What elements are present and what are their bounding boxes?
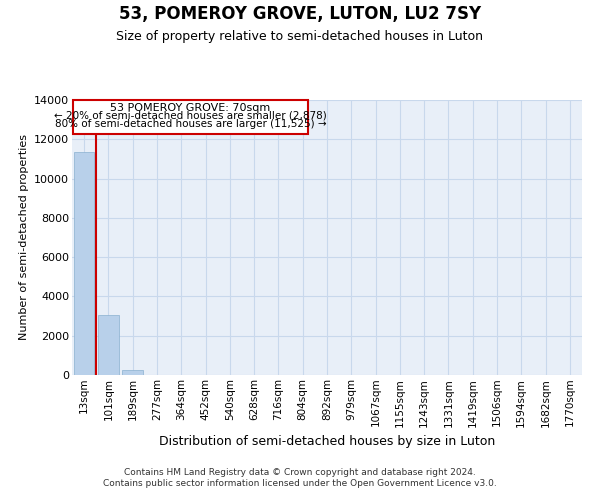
Text: Size of property relative to semi-detached houses in Luton: Size of property relative to semi-detach… [116, 30, 484, 43]
Y-axis label: Number of semi-detached properties: Number of semi-detached properties [19, 134, 29, 340]
Bar [98, 315, 119, 375]
Text: ← 20% of semi-detached houses are smaller (2,878): ← 20% of semi-detached houses are smalle… [54, 111, 327, 121]
Text: Distribution of semi-detached houses by size in Luton: Distribution of semi-detached houses by … [159, 435, 495, 448]
Text: 53, POMEROY GROVE, LUTON, LU2 7SY: 53, POMEROY GROVE, LUTON, LU2 7SY [119, 5, 481, 23]
Text: Contains HM Land Registry data © Crown copyright and database right 2024.
Contai: Contains HM Land Registry data © Crown c… [103, 468, 497, 487]
Text: 53 POMEROY GROVE: 70sqm: 53 POMEROY GROVE: 70sqm [110, 103, 271, 113]
Bar [74, 152, 94, 375]
Text: 80% of semi-detached houses are larger (11,525) →: 80% of semi-detached houses are larger (… [55, 118, 326, 128]
FancyBboxPatch shape [73, 100, 308, 134]
Bar [122, 370, 143, 375]
